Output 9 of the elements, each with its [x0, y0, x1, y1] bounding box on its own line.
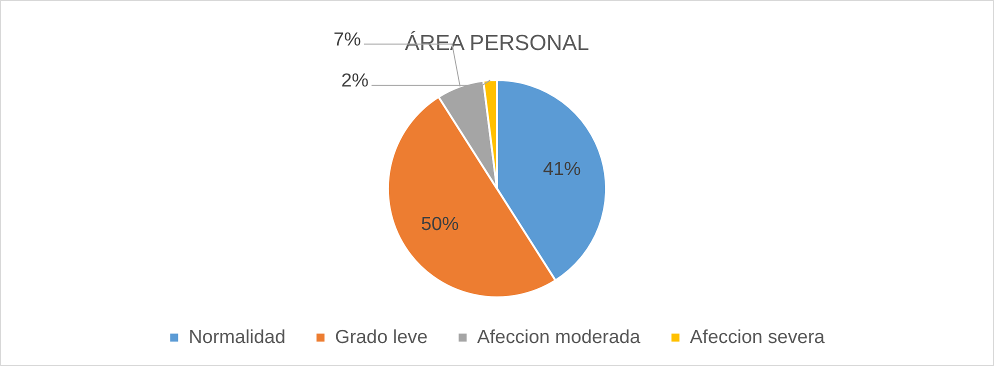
data-label: 41%: [542, 159, 582, 180]
legend-label: Grado leve: [334, 326, 428, 348]
legend-label: Afeccion moderada: [477, 326, 641, 348]
data-label: 2%: [341, 70, 369, 92]
legend-label: Afeccion severa: [690, 326, 826, 348]
legend-label: Normalidad: [188, 326, 286, 348]
chart-title: ÁREA PERSONAL: [404, 30, 590, 55]
data-label: 7%: [334, 29, 362, 50]
data-label: 50%: [420, 214, 460, 235]
